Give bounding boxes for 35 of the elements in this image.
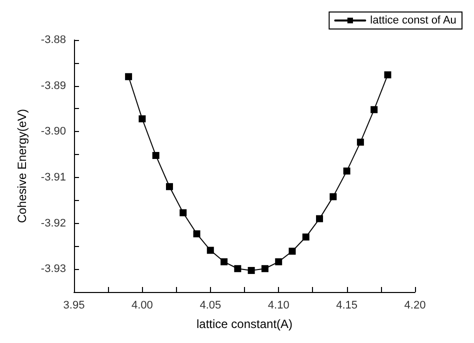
point (166, 183, 173, 190)
y-tick-label: -3.92 (40, 217, 66, 230)
point (220, 258, 228, 266)
point (316, 215, 324, 222)
x-tick-label: 4.00 (131, 300, 153, 312)
point (180, 209, 187, 216)
point (152, 152, 160, 159)
y-tick-label: -3.91 (40, 171, 66, 184)
point (206, 246, 214, 254)
point (356, 138, 364, 146)
point (370, 106, 378, 114)
point (261, 265, 268, 272)
y-tick-label: -3.88 (40, 34, 66, 46)
y-tick-label: -3.90 (40, 126, 66, 138)
y-tick-label: -3.89 (40, 80, 66, 92)
x-tick-label: 3.95 (63, 300, 85, 312)
point (302, 234, 310, 241)
point (125, 73, 132, 80)
point (384, 71, 392, 78)
point (234, 265, 242, 272)
y-tick-label: -3.93 (40, 263, 66, 276)
point (193, 230, 200, 238)
x-tick-label: 4.10 (268, 300, 290, 312)
point (330, 193, 337, 200)
x-tick-label: 4.15 (336, 300, 358, 312)
x-axis-title: lattice constant(A) (196, 317, 293, 331)
x-tick-label: 4.20 (404, 300, 426, 312)
point (138, 115, 146, 122)
x-tick-label: 4.05 (200, 300, 222, 312)
point (343, 168, 350, 175)
point (275, 258, 282, 266)
point (288, 248, 296, 255)
point (248, 266, 255, 274)
legend-label: lattice const of Au (370, 14, 456, 26)
y-axis-title: Cohesive Energy(eV) (15, 108, 29, 224)
